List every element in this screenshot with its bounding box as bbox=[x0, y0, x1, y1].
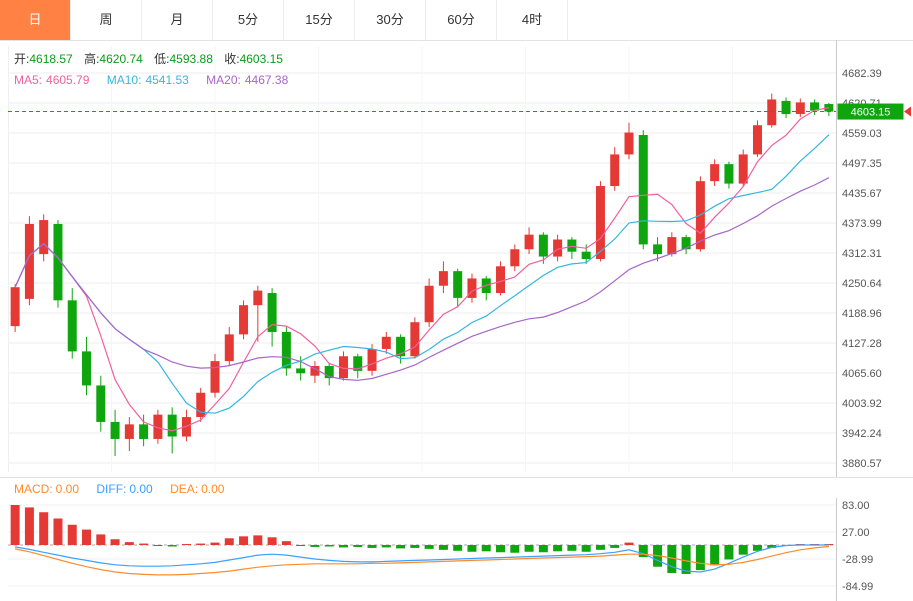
svg-text:-84.99: -84.99 bbox=[842, 581, 873, 593]
tab-month[interactable]: 月 bbox=[142, 0, 213, 40]
ma20-line bbox=[14, 177, 830, 381]
macd-histogram bbox=[10, 505, 834, 574]
main-grid bbox=[8, 46, 836, 472]
chart-area: 4682.394620.714559.034497.354435.674373.… bbox=[0, 40, 913, 478]
tab-4hour[interactable]: 4时 bbox=[497, 0, 568, 40]
low-value: 4593.88 bbox=[169, 52, 213, 66]
ma5-line bbox=[14, 107, 830, 432]
svg-text:4250.64: 4250.64 bbox=[842, 278, 882, 290]
macd-label: MACD: bbox=[14, 482, 53, 496]
dea-line bbox=[14, 545, 829, 576]
y-axis-labels: 4682.394620.714559.034497.354435.674373.… bbox=[842, 68, 882, 470]
open-label: 开: bbox=[14, 52, 30, 66]
tab-60min[interactable]: 60分 bbox=[426, 0, 497, 40]
price-scroll-arrow-icon[interactable] bbox=[904, 106, 911, 117]
svg-text:4312.31: 4312.31 bbox=[842, 248, 882, 260]
svg-text:4065.60: 4065.60 bbox=[842, 368, 882, 380]
last-price-tag: 4603.15 bbox=[837, 103, 904, 120]
svg-text:4497.35: 4497.35 bbox=[842, 158, 882, 170]
svg-text:4003.92: 4003.92 bbox=[842, 398, 882, 410]
svg-text:4188.96: 4188.96 bbox=[842, 308, 882, 320]
svg-text:4559.03: 4559.03 bbox=[842, 128, 882, 140]
dea-value: 0.00 bbox=[201, 482, 225, 496]
ohlc-readout: 开:4618.57 高:4620.74 低:4593.88 收:4603.15 bbox=[14, 50, 291, 67]
svg-text:27.00: 27.00 bbox=[842, 527, 870, 539]
open-value: 4618.57 bbox=[29, 52, 73, 66]
svg-text:4603.15: 4603.15 bbox=[851, 107, 891, 119]
svg-text:4682.39: 4682.39 bbox=[842, 68, 882, 80]
macd-panel: MACD: 0.00 DIFF: 0.00 DEA: 0.00 83.00 27.00-… bbox=[0, 478, 913, 601]
tab-day[interactable]: 日 bbox=[0, 0, 71, 40]
tab-30min[interactable]: 30分 bbox=[355, 0, 426, 40]
svg-text:4373.99: 4373.99 bbox=[842, 218, 882, 230]
ma-readout: MA5: 4605.79 MA10: 4541.53 MA20: 4467.38 bbox=[14, 73, 302, 87]
ma10-value: 4541.53 bbox=[145, 73, 189, 87]
diff-label: DIFF: bbox=[96, 482, 127, 496]
svg-text:3880.57: 3880.57 bbox=[842, 458, 882, 470]
high-label: 高: bbox=[84, 52, 100, 66]
close-label: 收: bbox=[224, 52, 240, 66]
timeframe-tabbar: 日 周 月 5分 15分 30分 60分 4时 bbox=[0, 0, 913, 41]
macd-axis-labels: 83.00 27.00 -28.99 -84.99 bbox=[842, 500, 873, 593]
svg-text:4127.28: 4127.28 bbox=[842, 338, 882, 350]
macd-value: 0.00 bbox=[55, 482, 80, 496]
svg-text:3942.24: 3942.24 bbox=[842, 428, 882, 440]
dea-label: DEA: bbox=[170, 482, 199, 496]
ma5-label: MA5: bbox=[14, 73, 43, 87]
tab-5min[interactable]: 5分 bbox=[213, 0, 284, 40]
macd-chart[interactable]: 83.00 27.00 -28.99 -84.99 bbox=[0, 498, 913, 601]
svg-text:4435.67: 4435.67 bbox=[842, 188, 882, 200]
ma10-line bbox=[14, 134, 830, 414]
tab-week[interactable]: 周 bbox=[71, 0, 142, 40]
ma5-value: 4605.79 bbox=[46, 73, 90, 87]
diff-value: 0.00 bbox=[129, 482, 153, 496]
tab-15min[interactable]: 15分 bbox=[284, 0, 355, 40]
svg-text:-28.99: -28.99 bbox=[842, 554, 873, 566]
macd-readout: MACD: 0.00 DIFF: 0.00 DEA: 0.00 bbox=[14, 482, 238, 496]
panel-divider bbox=[0, 477, 913, 478]
ma10-label: MA10: bbox=[106, 73, 142, 87]
ma20-label: MA20: bbox=[206, 73, 241, 87]
low-label: 低: bbox=[154, 52, 170, 66]
high-value: 4620.74 bbox=[99, 52, 143, 66]
close-value: 4603.15 bbox=[239, 52, 283, 66]
main-candlestick-chart[interactable]: 4682.394620.714559.034497.354435.674373.… bbox=[0, 40, 913, 478]
svg-text:83.00: 83.00 bbox=[842, 500, 870, 512]
diff-line bbox=[14, 544, 829, 573]
ma20-value: 4467.38 bbox=[244, 73, 289, 87]
